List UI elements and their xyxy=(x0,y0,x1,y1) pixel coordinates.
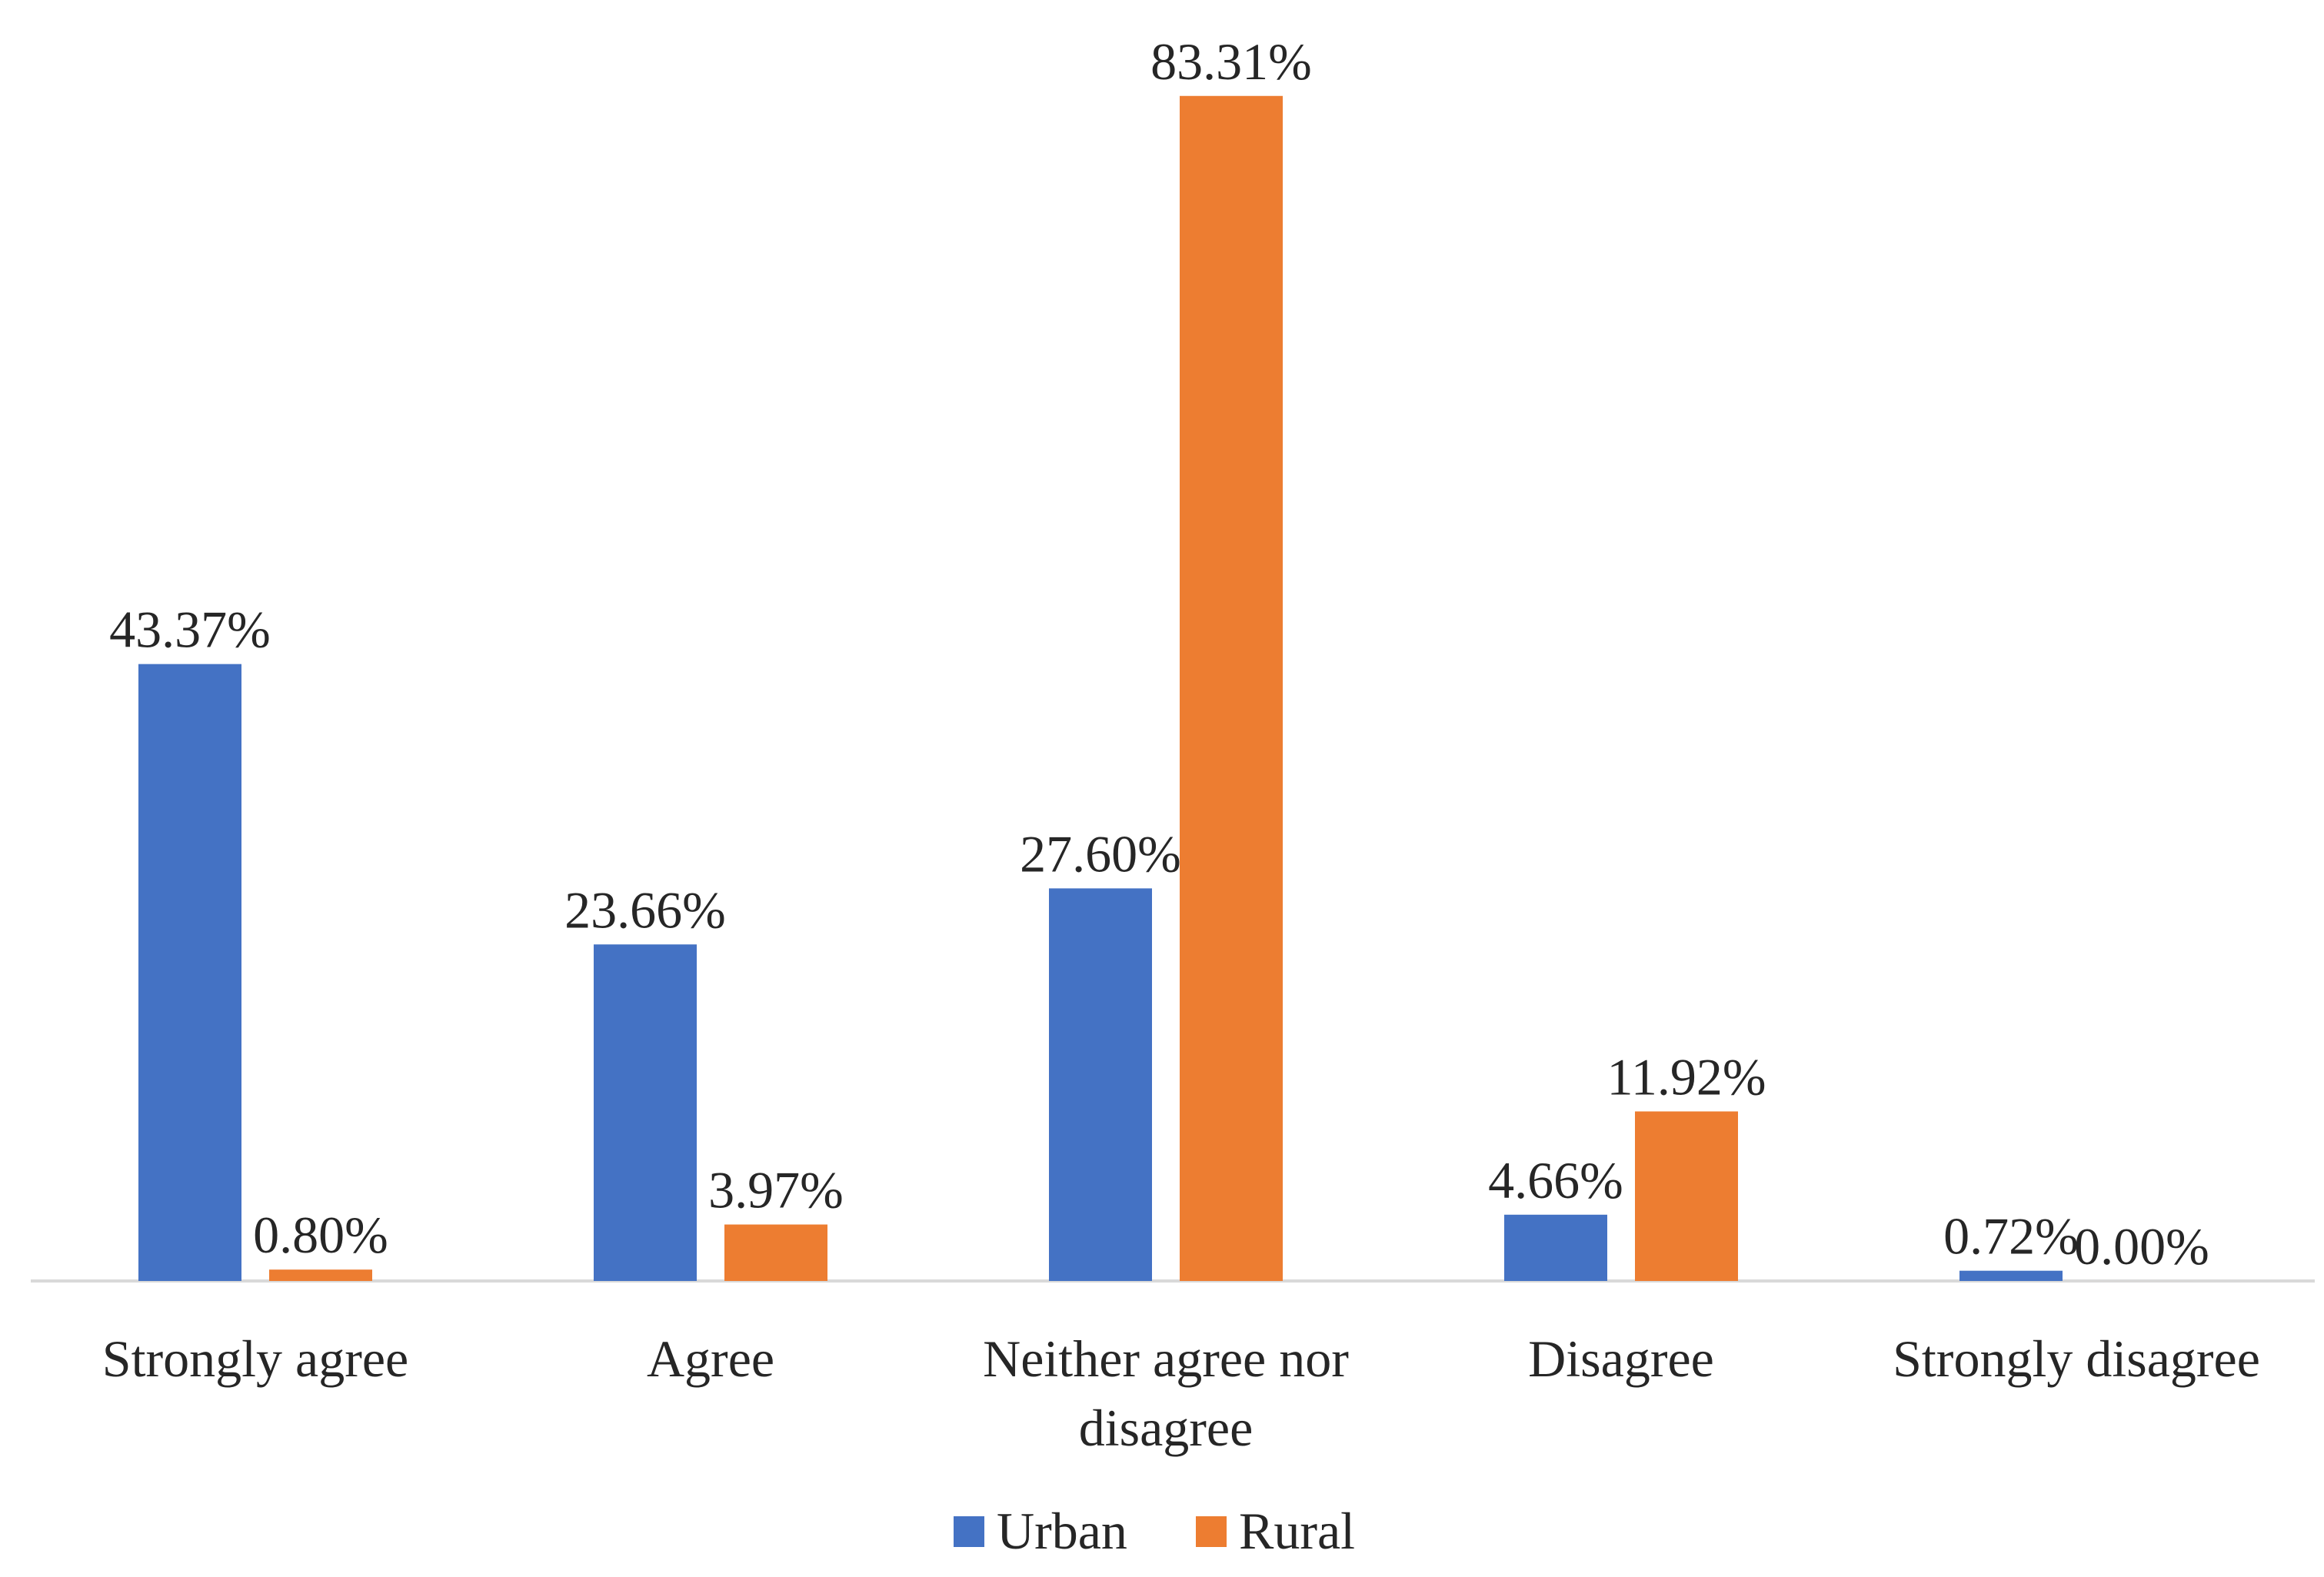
value-label-rural-1: 0.80% xyxy=(253,1206,388,1264)
value-label-urban-5: 0.72% xyxy=(1943,1207,2079,1266)
value-label-urban-2: 23.66% xyxy=(564,880,726,939)
value-label-rural-2: 3.97% xyxy=(708,1161,844,1219)
bar-urban-5 xyxy=(1959,1270,2063,1281)
legend-swatch-urban xyxy=(954,1516,984,1547)
bar-rural-3 xyxy=(1180,95,1283,1281)
bar-urban-2 xyxy=(594,944,697,1281)
value-label-urban-1: 43.37% xyxy=(109,601,271,659)
bar-urban-4 xyxy=(1504,1214,1607,1281)
value-label-rural-5: 0.00% xyxy=(2074,1217,2209,1276)
bar-urban-3 xyxy=(1049,888,1152,1281)
bar-urban-1 xyxy=(138,664,241,1281)
value-label-urban-3: 27.60% xyxy=(1020,824,1181,883)
legend: Urban Rural xyxy=(954,1502,1355,1560)
legend-label-rural: Rural xyxy=(1239,1502,1355,1560)
category-label-3: Neither agree nor disagree xyxy=(983,1329,1349,1457)
value-label-rural-4: 11.92% xyxy=(1606,1047,1766,1106)
category-label-5: Strongly disagree xyxy=(1893,1329,2260,1388)
bar-rural-1 xyxy=(269,1269,372,1281)
bar-rural-2 xyxy=(724,1224,827,1281)
legend-swatch-rural xyxy=(1196,1516,1227,1547)
legend-label-urban: Urban xyxy=(997,1502,1127,1560)
category-label-1: Strongly agree xyxy=(102,1329,408,1388)
value-label-urban-4: 4.66% xyxy=(1488,1151,1623,1209)
bar-rural-4 xyxy=(1635,1111,1738,1281)
category-label-2: Agree xyxy=(647,1329,774,1388)
category-label-4: Disagree xyxy=(1528,1329,1714,1388)
value-label-rural-3: 83.31% xyxy=(1150,32,1312,91)
